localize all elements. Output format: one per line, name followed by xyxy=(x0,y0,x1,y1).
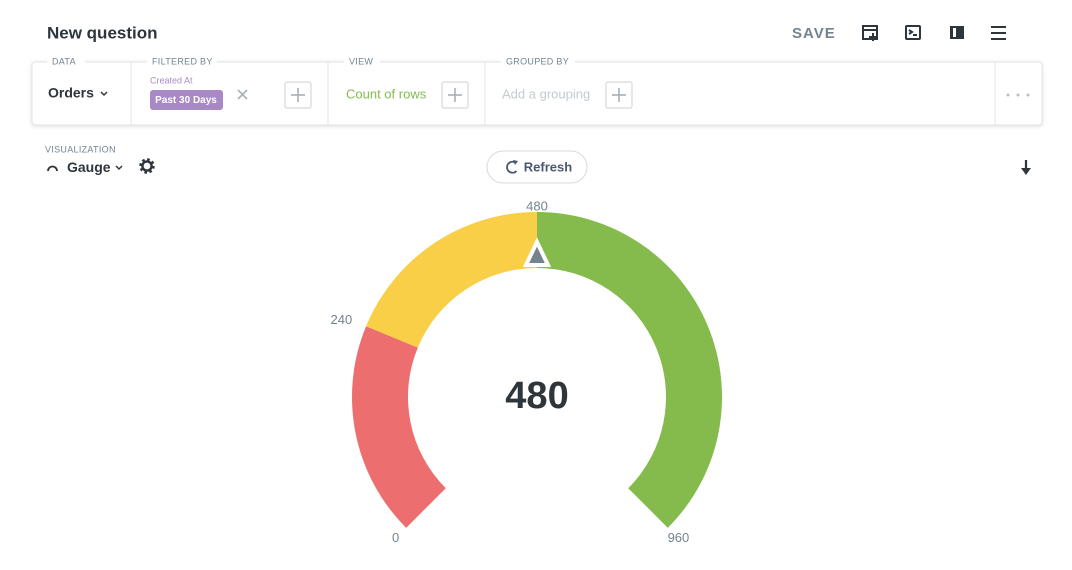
refresh-icon-head xyxy=(513,160,518,165)
add-aggregation[interactable] xyxy=(441,81,469,109)
gauge-value: 480 xyxy=(505,375,568,417)
icon-line xyxy=(237,89,248,100)
chevron xyxy=(100,91,108,97)
icon-frame xyxy=(862,25,878,40)
icon-head xyxy=(1021,168,1031,175)
add-filter[interactable] xyxy=(284,81,312,109)
label-bg xyxy=(501,56,575,68)
gauge-label: 480 xyxy=(526,198,548,213)
gauge-segment xyxy=(352,326,446,528)
label-bg xyxy=(344,56,380,68)
icon-frame xyxy=(950,26,964,39)
add-to-dashboard-icon[interactable] xyxy=(862,25,878,41)
dot xyxy=(1026,93,1030,97)
page-title: New question xyxy=(47,23,158,42)
settings-button[interactable] xyxy=(139,158,155,174)
section-label: FILTERED BY xyxy=(152,56,213,66)
icon-frame xyxy=(905,25,921,40)
gear-ring xyxy=(141,160,153,172)
visualization-label: VISUALIZATION xyxy=(45,144,116,154)
gear-teeth xyxy=(139,158,155,174)
gauge-label: 0 xyxy=(392,530,399,545)
remove-filter[interactable] xyxy=(237,89,248,100)
button-frame xyxy=(486,150,588,184)
more-options[interactable] xyxy=(1006,93,1030,97)
icon-line xyxy=(908,29,914,35)
reference-icon[interactable] xyxy=(950,26,964,39)
label-bg xyxy=(147,56,217,68)
dot xyxy=(1016,93,1020,97)
gauge-segment xyxy=(366,212,537,348)
gauge-icon xyxy=(47,165,58,172)
dot xyxy=(1006,93,1010,97)
label-bg xyxy=(47,56,85,68)
menu-icon[interactable] xyxy=(991,26,1006,40)
table-select[interactable]: Orders xyxy=(48,85,94,101)
grouping-placeholder[interactable]: Add a grouping xyxy=(502,86,590,101)
refresh-button[interactable]: Refresh xyxy=(486,150,588,184)
section-label: GROUPED BY xyxy=(506,56,569,66)
filter-pill[interactable] xyxy=(150,90,223,110)
filter-value: Past 30 Days xyxy=(155,95,217,106)
gauge-segment xyxy=(537,212,723,528)
sql-icon[interactable] xyxy=(905,25,921,40)
refresh-icon xyxy=(506,160,518,174)
gauge-label: 240 xyxy=(331,312,353,327)
section-label: DATA xyxy=(52,56,76,66)
filter-field: Created At xyxy=(150,75,193,85)
gauge-needle xyxy=(522,237,552,267)
gauge-label: 960 xyxy=(668,530,690,545)
view-aggregation[interactable]: Count of rows xyxy=(346,86,427,101)
visualization-type[interactable]: Gauge xyxy=(67,159,111,175)
gauge: 0 240 480 960 480 xyxy=(331,198,723,545)
icon-line xyxy=(953,28,956,37)
add-grouping[interactable] xyxy=(605,81,633,109)
section-label: VIEW xyxy=(349,56,373,66)
chevron xyxy=(115,165,123,171)
save-button[interactable]: SAVE xyxy=(792,25,836,42)
refresh-label: Refresh xyxy=(524,159,572,174)
download-button[interactable] xyxy=(1021,160,1031,175)
